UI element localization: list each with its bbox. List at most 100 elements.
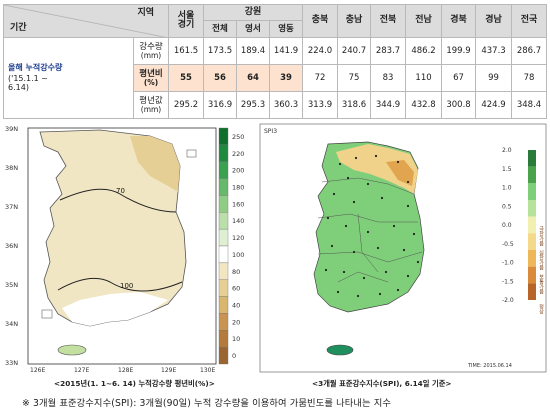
cell: 318.6 [337, 91, 372, 119]
lat-label: 38N [5, 164, 18, 172]
cell: 199.9 [441, 37, 477, 65]
legend-value: 200 [232, 167, 244, 175]
spi-category-label: 정상 [538, 303, 544, 314]
station-dot [354, 156, 358, 160]
station-dot [362, 276, 366, 280]
legend-swatch [218, 144, 229, 162]
station-dot [396, 160, 400, 164]
spi-timestamp: TIME: 2015.06.14 [467, 363, 512, 369]
ulleung-island [186, 149, 197, 158]
lat-label: 33N [5, 359, 18, 367]
col-gyeongbuk: 경북 [441, 4, 477, 38]
legend-value: 160 [232, 200, 244, 208]
legend-value: 80 [232, 268, 240, 276]
legend-swatch [218, 195, 229, 213]
cell: 189.4 [236, 37, 270, 65]
station-dot [378, 292, 382, 296]
col-group-gangwon: 강원 [202, 4, 304, 21]
lon-axis: 126E 127E 128E 129E 130E [30, 367, 215, 374]
col-gangwon-yeongseo: 영서 [236, 20, 270, 38]
cell: 240.7 [337, 37, 372, 65]
spi-scale-label: 0.0 [502, 222, 512, 229]
station-dots [324, 154, 420, 354]
legend-swatch [218, 262, 229, 280]
cell: 286.7 [511, 37, 548, 65]
station-dot [406, 180, 410, 184]
cell: 173.5 [203, 37, 237, 65]
precipitation-ratio-map: 39N 38N 37N 36N 35N 34N 33N 126E 127E 12… [5, 125, 244, 374]
station-dot [412, 232, 416, 236]
cell: 224.0 [302, 37, 339, 65]
lon-label: 127E [74, 367, 89, 374]
col-chungbuk: 충북 [302, 4, 339, 38]
spi-category-label: 극한가뭄 [538, 226, 544, 246]
lat-label: 39N [5, 125, 18, 133]
cell: 348.4 [511, 91, 548, 119]
cell: 67 [441, 64, 477, 92]
legend-swatch [218, 228, 229, 247]
period-header: 기간 [10, 22, 27, 33]
station-dot [376, 246, 380, 250]
station-dot [330, 244, 334, 248]
spi-scale: 2.0 1.5 1.0 0.5 0.0 -0.5 -1.0 -1.5 -2.0 극한가뭄심한가뭄보… [502, 147, 544, 314]
table-row: 올해 누적강수량 ('15.1.1 ~ 6.14) 강수량 (mm) 161.5 … [3, 37, 548, 119]
lon-label: 126E [30, 367, 45, 374]
row-header-cumulative: 올해 누적강수량 ('15.1.1 ~ 6.14) [3, 37, 134, 119]
station-dot [406, 274, 410, 278]
lat-label: 34N [5, 320, 18, 328]
cell: 300.8 [441, 91, 477, 119]
cell: 141.9 [268, 37, 304, 65]
station-dot [344, 224, 348, 228]
contour-70 [59, 188, 177, 213]
col-gangwon-yeongdong: 영동 [268, 20, 304, 38]
legend-value: 40 [232, 302, 240, 310]
station-dot [380, 196, 384, 200]
cell: 432.8 [405, 91, 443, 119]
station-dot [326, 216, 330, 220]
cell: 55 [168, 64, 204, 92]
cell: 295.2 [168, 91, 204, 119]
spi-scale-label: -0.5 [502, 241, 514, 248]
legend-swatch [218, 161, 229, 179]
legend-swatch [218, 313, 229, 331]
cell: 161.5 [168, 37, 204, 65]
row-header-period: ('15.1.1 ~ 6.14) [8, 74, 49, 92]
province-borders [317, 177, 423, 283]
spi-scale-label: 1.5 [502, 166, 512, 173]
dry-region-east [130, 136, 180, 192]
station-dot [324, 268, 328, 272]
footnote: ※ 3개월 표준강수지수(SPI): 3개월(90일) 누적 강수량을 이용하여… [22, 398, 392, 409]
col-gangwon-all: 전체 [203, 20, 237, 38]
cell: 83 [370, 64, 407, 92]
table-row: 평년값 (mm) 295.2 316.9 295.3 360.3 313.9 31… [4, 91, 548, 119]
spi-colorbar [528, 150, 536, 300]
legend-value: 140 [232, 217, 244, 225]
precipitation-table: 지역 기간 서울 경기 강원 충북 충남 전북 전남 경북 경남 전국 전체 영… [3, 4, 548, 119]
station-dot [338, 162, 342, 166]
legend-swatch [218, 346, 229, 365]
spi-colorbar-segment [528, 233, 536, 250]
cell: 39 [268, 64, 304, 92]
spi-scale-label: 2.0 [502, 147, 512, 154]
corner-diagonal [4, 5, 169, 38]
station-dot [392, 224, 396, 228]
station-dot [416, 260, 420, 264]
spi-scale-label: 0.5 [502, 203, 512, 210]
legend-value: 250 [232, 133, 244, 141]
lat-label: 37N [5, 203, 18, 211]
cell: 283.7 [370, 37, 407, 65]
legend-value: 100 [232, 251, 244, 259]
legend-swatch [218, 279, 229, 297]
spi-scale-label: -2.0 [502, 297, 514, 304]
col-national: 전국 [511, 4, 548, 38]
spi-colorbar-segment [528, 183, 536, 200]
legend-value: 60 [232, 285, 240, 293]
island-marker [41, 309, 53, 319]
spi-colorbar-segment [528, 283, 536, 300]
col-jeonbuk: 전북 [370, 4, 407, 38]
legend-swatch [218, 127, 229, 146]
lat-label: 35N [5, 281, 18, 289]
station-dot [374, 154, 378, 158]
lat-axis: 39N 38N 37N 36N 35N 34N 33N [5, 125, 18, 367]
cell: 295.3 [236, 91, 270, 119]
